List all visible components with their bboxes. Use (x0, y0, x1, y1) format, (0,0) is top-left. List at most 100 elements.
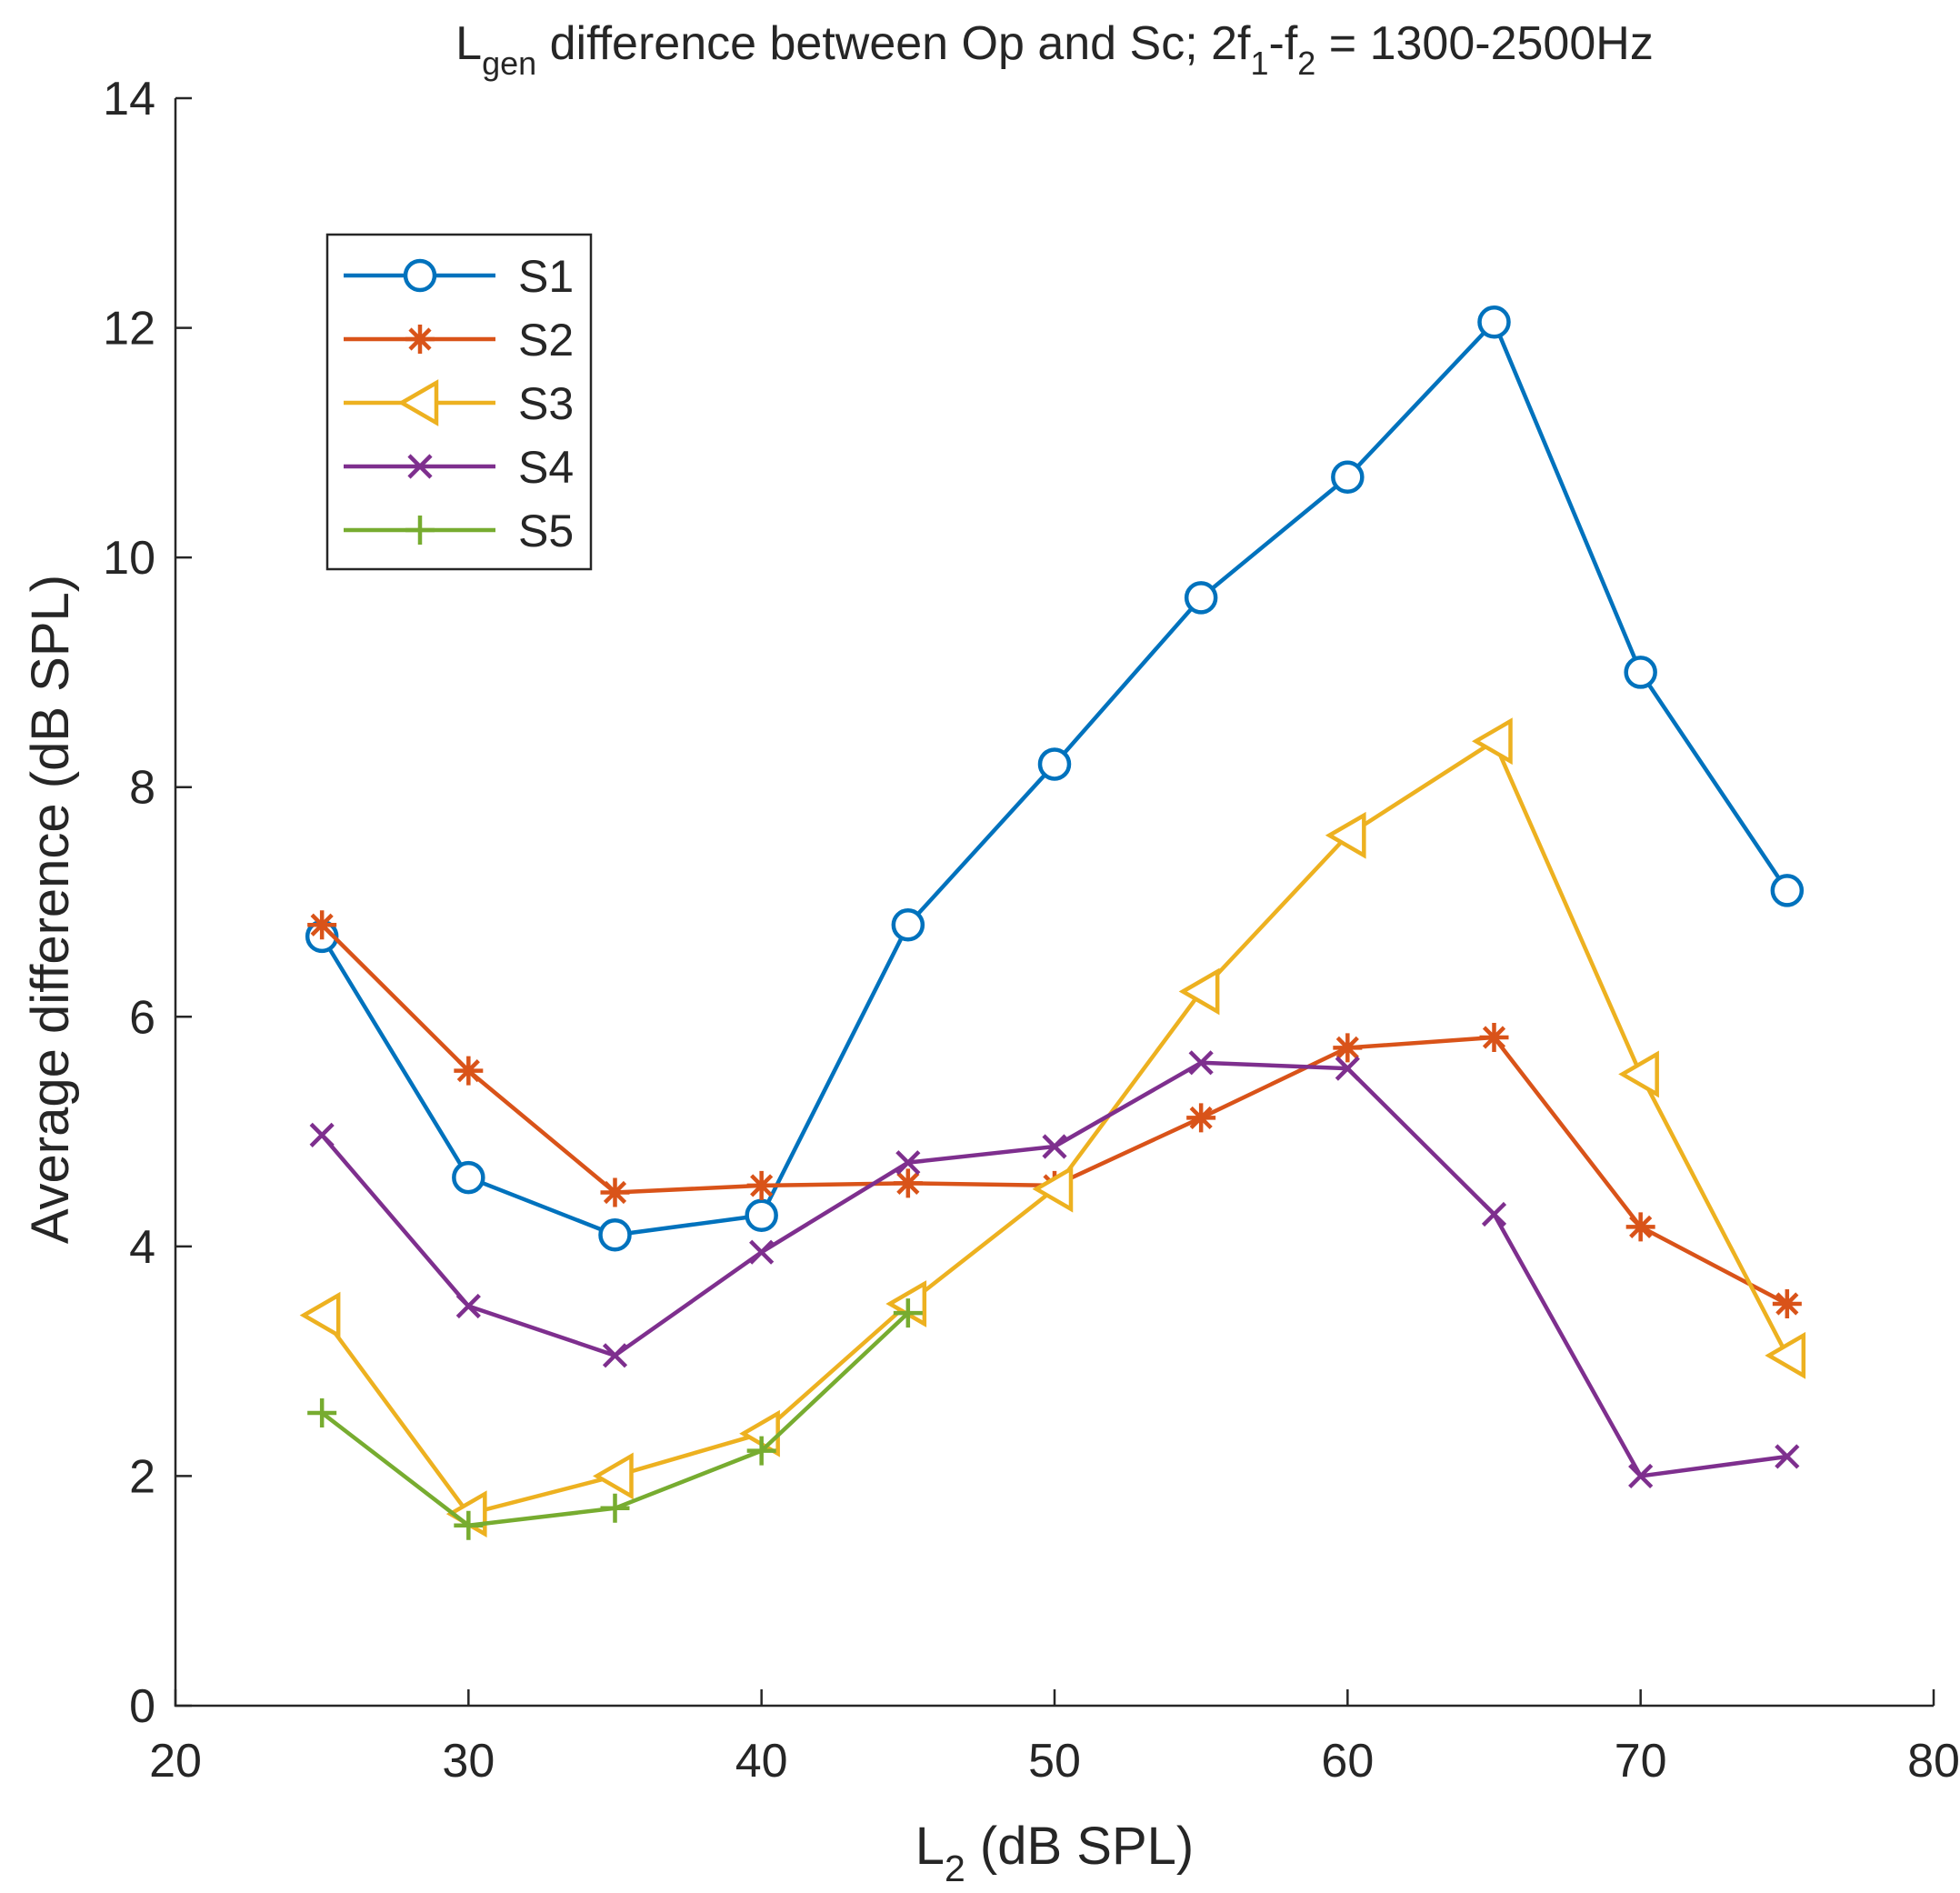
x-tick-label: 70 (1615, 1735, 1667, 1788)
data-point (1032, 1165, 1074, 1213)
legend-label: S3 (518, 378, 574, 429)
data-point (1772, 1289, 1802, 1318)
legend-item: S3 (344, 378, 574, 429)
data-point (307, 1397, 337, 1427)
legend-marker (405, 516, 435, 545)
data-point (1624, 656, 1657, 689)
data-point (600, 1493, 630, 1523)
legend-label: S4 (518, 442, 574, 493)
chart-title: Lgen difference between Op and Sc; 2f1-f… (455, 17, 1654, 82)
legend-item: S4 (344, 442, 574, 493)
data-point (893, 1298, 923, 1328)
legend-marker (403, 258, 437, 293)
data-point (1765, 1331, 1806, 1379)
data-point (1477, 305, 1511, 339)
series-s2 (307, 910, 1802, 1318)
data-point (455, 1293, 481, 1319)
data-point (307, 910, 337, 940)
data-point (1628, 1463, 1654, 1489)
data-point (1618, 1050, 1659, 1098)
data-point (1335, 1056, 1360, 1081)
y-tick-label: 14 (103, 73, 155, 125)
chart-title-part: 2 (1297, 45, 1315, 82)
y-tick-label: 2 (129, 1450, 155, 1503)
data-point (1481, 1201, 1507, 1227)
series-layer (299, 305, 1806, 1540)
legend: S1 S2 S3 S4 S5 (325, 233, 593, 571)
data-point (1188, 1050, 1214, 1076)
data-point (1625, 1212, 1655, 1242)
data-point (749, 1239, 775, 1265)
y-tick-label: 10 (103, 532, 155, 585)
legend-item: S5 (344, 506, 574, 556)
data-point (602, 1343, 628, 1368)
data-point (309, 1122, 335, 1147)
x-tick-label: 20 (149, 1735, 202, 1788)
data-point (598, 1217, 632, 1252)
chart-title-part: gen (482, 45, 536, 82)
x-tick-label: 60 (1321, 1735, 1374, 1788)
x-tick-label: 80 (1907, 1735, 1960, 1788)
chart-title-part: -f (1269, 17, 1298, 70)
x-tick-label: 40 (735, 1735, 788, 1788)
data-point (1333, 1033, 1363, 1063)
data-point (1178, 967, 1220, 1016)
series-s4 (309, 1050, 1800, 1489)
legend-label: S5 (518, 506, 574, 556)
x-axis-label-part: 2 (945, 1848, 965, 1889)
legend-label: S1 (518, 251, 574, 302)
y-axis-label: Average difference (dB SPL) (21, 575, 80, 1244)
series-line (320, 923, 1788, 1306)
data-point (1037, 747, 1072, 781)
data-point (1331, 460, 1365, 494)
data-point (454, 1056, 484, 1086)
x-axis-label-part: L (915, 1817, 945, 1876)
legend-marker (397, 379, 439, 426)
data-point (452, 1160, 485, 1195)
data-point (1184, 581, 1218, 615)
data-point (1775, 1444, 1800, 1469)
legend-item: S2 (344, 315, 574, 366)
x-axis-label-part: (dB SPL) (965, 1817, 1194, 1876)
chart-title-part: 1 (1251, 45, 1269, 82)
series-line (320, 1060, 1788, 1478)
data-point (895, 1150, 921, 1176)
data-point (1770, 874, 1805, 907)
chart-title-part: = 1300-2500Hz (1315, 17, 1654, 70)
data-point (1186, 1103, 1216, 1133)
series-s1 (305, 305, 1805, 1252)
data-point (746, 1436, 776, 1466)
y-tick-label: 8 (129, 762, 155, 815)
x-axis-label: L2 (dB SPL) (915, 1817, 1195, 1889)
axes: 20 30 40 50 60 70 80 0 2 4 6 8 10 12 14 (103, 73, 1960, 1788)
x-tick-label: 50 (1028, 1735, 1081, 1788)
legend-marker (405, 325, 435, 354)
series-line (320, 1311, 910, 1527)
data-point (891, 908, 925, 942)
y-tick-label: 12 (103, 303, 155, 356)
chart-title-part: L (455, 17, 482, 70)
data-point (893, 1168, 923, 1198)
y-tick-label: 6 (129, 991, 155, 1044)
data-point (1472, 717, 1513, 766)
y-tick-label: 0 (129, 1680, 155, 1733)
data-point (593, 1452, 634, 1500)
data-point (746, 1170, 776, 1200)
legend-label: S2 (518, 315, 574, 366)
data-point (1325, 811, 1366, 859)
series-s5 (307, 1298, 923, 1540)
y-tick-label: 4 (129, 1221, 155, 1274)
data-point (299, 1291, 341, 1339)
x-tick-label: 30 (442, 1735, 495, 1788)
data-point (454, 1510, 484, 1540)
legend-item: S1 (344, 251, 574, 302)
data-point (745, 1198, 778, 1233)
series-s3 (299, 717, 1806, 1538)
legend-marker (407, 454, 433, 479)
chart-title-part: difference between Op and Sc; 2f (536, 17, 1251, 70)
data-point (600, 1177, 630, 1207)
series-line (320, 738, 1789, 1517)
data-point (1042, 1134, 1067, 1159)
y-axis-label-group: Average difference (dB SPL) (21, 575, 80, 1244)
